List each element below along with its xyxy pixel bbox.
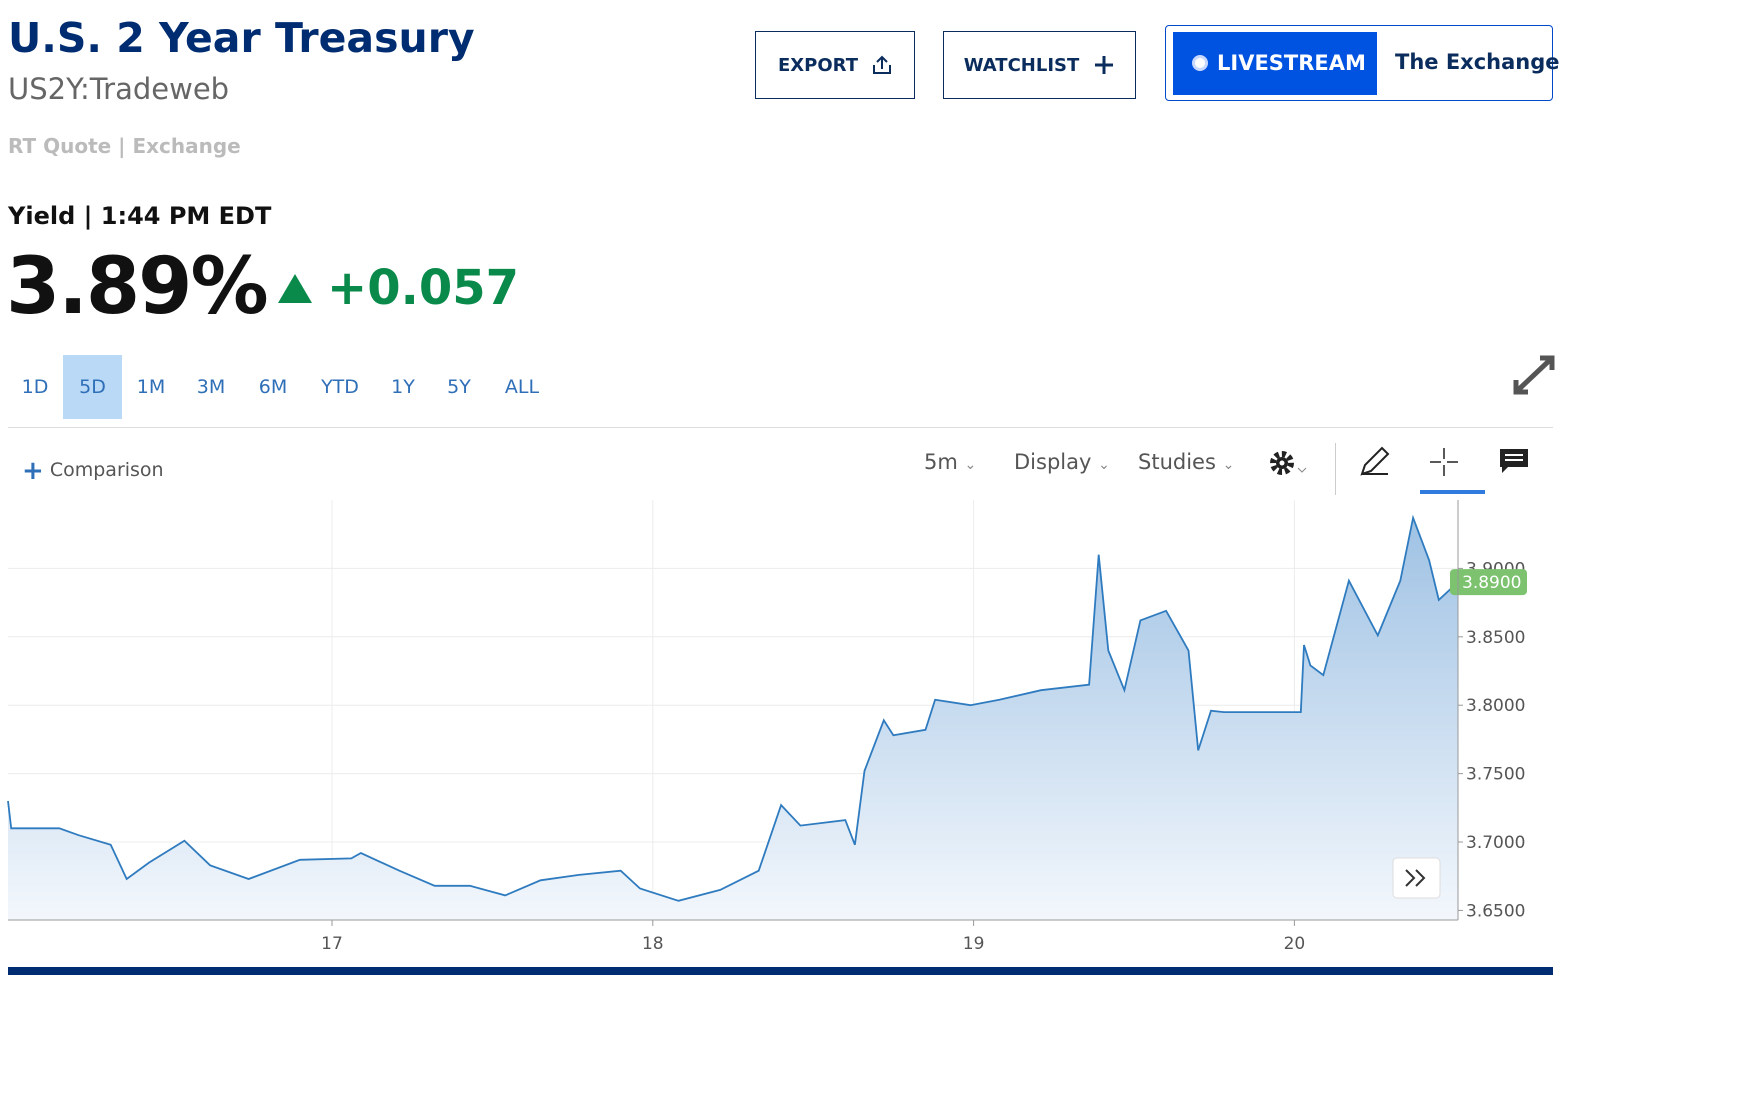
title: U.S. 2 Year Treasury — [8, 14, 475, 62]
settings-icon[interactable] — [1268, 448, 1318, 478]
watchlist-button[interactable]: WATCHLIST — [943, 31, 1136, 99]
change: +0.057 — [327, 260, 520, 316]
area — [8, 517, 1458, 920]
up-arrow — [278, 274, 312, 303]
current-value-label: 3.8900 — [1462, 573, 1521, 593]
expand-icon[interactable] — [1512, 354, 1556, 396]
comparison-label: Comparison — [49, 459, 164, 481]
x-tick-label: 19 — [963, 934, 985, 954]
scroll-button — [1392, 857, 1441, 899]
line — [7, 514, 1459, 902]
y-tick-label: 3.7000 — [1466, 833, 1525, 853]
interval-label: 5m — [924, 450, 958, 474]
livestream-box[interactable] — [1165, 25, 1553, 101]
comparison[interactable]: + Comparison — [22, 456, 164, 486]
range-tab[interactable]: 6M — [258, 376, 288, 398]
quote-label: Yield | 1:44 PM EDT — [8, 202, 272, 230]
display-label: Display — [1014, 450, 1092, 474]
range-tab[interactable]: 1D — [21, 376, 49, 398]
studies-label: Studies — [1138, 450, 1216, 474]
studies[interactable]: Studies ⌄ — [1138, 450, 1235, 474]
divider — [1335, 443, 1336, 495]
plus-icon — [1095, 56, 1114, 74]
y-tick-label: 3.8000 — [1466, 696, 1525, 716]
quote-source: RT Quote | Exchange — [8, 134, 241, 158]
y-tick-label: 3.8500 — [1466, 628, 1525, 648]
range-tab[interactable]: YTD — [321, 376, 359, 398]
exchange-label[interactable]: The Exchange — [1395, 50, 1560, 74]
scroll-icon — [1405, 869, 1426, 887]
export-label: EXPORT — [778, 54, 858, 76]
symbol: US2Y:Tradeweb — [8, 72, 230, 106]
range-tab[interactable]: 1M — [136, 376, 166, 398]
crosshair-icon[interactable] — [1428, 446, 1460, 478]
range-tab[interactable]: 5Y — [447, 376, 471, 398]
range-tab[interactable]: ALL — [504, 376, 540, 398]
separator — [8, 427, 1553, 428]
price: 3.89% — [6, 242, 269, 332]
export-button[interactable]: EXPORT — [755, 31, 915, 99]
range-tab[interactable]: 5D — [63, 355, 122, 419]
draw-icon[interactable] — [1358, 444, 1392, 478]
live-dot — [1192, 55, 1208, 71]
bottom-bar — [8, 967, 1553, 975]
display[interactable]: Display ⌄ — [1014, 450, 1110, 474]
y-tick-label: 3.7500 — [1466, 765, 1525, 785]
watchlist-label: WATCHLIST — [963, 54, 1080, 76]
livestream-label: LIVESTREAM — [1217, 51, 1366, 75]
y-tick-label: 3.6500 — [1466, 901, 1525, 921]
range-tab[interactable]: 1Y — [391, 376, 415, 398]
x-tick-label: 20 — [1284, 934, 1306, 954]
comment-icon[interactable] — [1498, 447, 1530, 475]
x-tick-label: 17 — [321, 934, 343, 954]
interval[interactable]: 5m ⌄ — [924, 450, 977, 474]
chart: 3.65003.70003.75003.80003.85003.90001718… — [7, 500, 1553, 975]
export-icon — [873, 55, 891, 74]
range-tab[interactable]: 3M — [196, 376, 226, 398]
x-tick-label: 18 — [642, 934, 664, 954]
livestream-button[interactable]: LIVESTREAM — [1173, 32, 1377, 95]
current-value-badge — [1450, 569, 1527, 596]
active-underline — [1420, 490, 1485, 494]
